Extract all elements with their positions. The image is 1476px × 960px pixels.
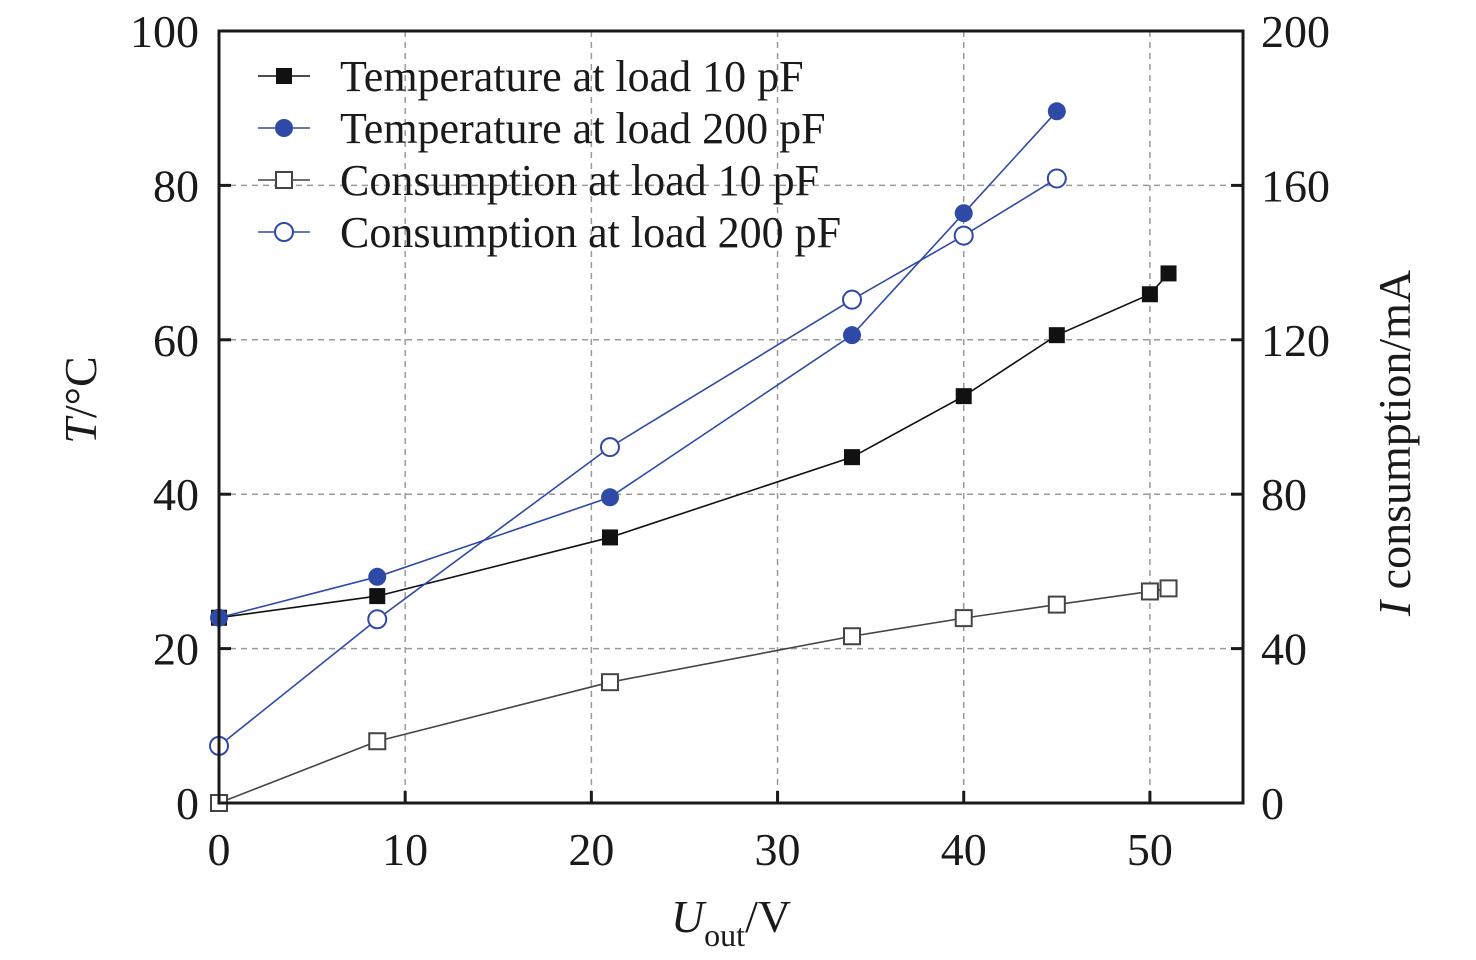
y-right-tick-label: 160 bbox=[1261, 160, 1330, 211]
data-point bbox=[369, 588, 386, 605]
data-point bbox=[1160, 265, 1177, 282]
legend-marker bbox=[275, 171, 293, 189]
y-left-tick-label: 20 bbox=[153, 624, 199, 675]
series-line bbox=[218, 110, 1058, 619]
data-point bbox=[599, 437, 620, 458]
y-right-tick-label: 120 bbox=[1261, 315, 1330, 366]
y-right-tick-label: 200 bbox=[1261, 6, 1330, 57]
legend-label: Temperature at load 10 pF bbox=[340, 52, 804, 101]
series-temperature-at-load-10-pf bbox=[211, 265, 1177, 626]
y-left-tick-label: 80 bbox=[153, 160, 199, 211]
series-line bbox=[218, 177, 1058, 747]
legend-item: Consumption at load 10 pF bbox=[258, 156, 819, 205]
y-left-tick-label: 100 bbox=[130, 6, 199, 57]
y-axis-right-title: I consumption/mA bbox=[1369, 270, 1420, 617]
series-temperature-at-load-200-pf bbox=[210, 102, 1066, 627]
data-point bbox=[600, 673, 619, 692]
y-axis-right-title-unit: consumption/mA bbox=[1369, 270, 1420, 601]
series-layer bbox=[209, 102, 1178, 812]
legend-label: Consumption at load 200 pF bbox=[340, 208, 841, 257]
x-tick-label: 10 bbox=[382, 824, 428, 875]
x-axis-title-main: U bbox=[671, 891, 707, 942]
legend-label: Consumption at load 10 pF bbox=[340, 156, 819, 205]
data-point bbox=[1047, 595, 1066, 614]
x-tick-label: 30 bbox=[755, 824, 801, 875]
data-point bbox=[843, 627, 862, 646]
x-tick-label: 50 bbox=[1127, 824, 1173, 875]
data-point bbox=[1140, 582, 1159, 601]
data-point bbox=[368, 732, 387, 751]
x-tick-label: 0 bbox=[208, 824, 231, 875]
series-consumption-at-load-10-pf bbox=[210, 579, 1178, 812]
data-point bbox=[842, 289, 863, 310]
data-point bbox=[368, 567, 387, 586]
x-axis-title: Uout/V bbox=[671, 891, 791, 953]
x-axis-title-suffix: /V bbox=[745, 891, 791, 942]
legend-label: Temperature at load 200 pF bbox=[340, 104, 826, 153]
y-left-tick-label: 0 bbox=[176, 778, 199, 829]
y-axis-left-title-symbol: T bbox=[55, 415, 106, 444]
y-left-tick-label: 60 bbox=[153, 315, 199, 366]
y-axis-left-title: T/°C bbox=[55, 356, 106, 443]
data-point bbox=[1046, 168, 1067, 189]
legend-item: Temperature at load 10 pF bbox=[258, 52, 804, 101]
data-point bbox=[953, 225, 974, 246]
data-point bbox=[843, 326, 862, 345]
legend-item: Temperature at load 200 pF bbox=[258, 104, 826, 153]
data-point bbox=[1047, 102, 1066, 121]
y-left-tick-label: 40 bbox=[153, 469, 199, 520]
data-point bbox=[367, 609, 388, 630]
data-point bbox=[1048, 327, 1065, 344]
series-consumption-at-load-200-pf bbox=[209, 168, 1067, 756]
series-line bbox=[218, 272, 1170, 619]
data-point bbox=[844, 449, 861, 466]
data-point bbox=[601, 529, 618, 546]
data-point bbox=[954, 204, 973, 223]
x-tick-label: 40 bbox=[941, 824, 987, 875]
plot-frame bbox=[217, 29, 1245, 805]
y-right-tick-label: 0 bbox=[1261, 778, 1284, 829]
tick-layer: 0 10 20 30 40 50 0 20 40 60 80 100 0 40 80 120 160 200 bbox=[130, 6, 1330, 875]
x-tick-label: 20 bbox=[568, 824, 614, 875]
data-point bbox=[955, 388, 972, 405]
data-point bbox=[600, 488, 619, 507]
x-axis-title-subscript: out bbox=[704, 917, 745, 953]
legend-marker bbox=[276, 68, 292, 84]
y-axis-left-title-unit: /°C bbox=[55, 356, 106, 418]
legend-item: Consumption at load 200 pF bbox=[258, 208, 841, 257]
y-right-tick-label: 40 bbox=[1261, 624, 1307, 675]
legend-marker bbox=[274, 222, 294, 242]
legend-marker bbox=[275, 119, 293, 137]
y-right-tick-label: 80 bbox=[1261, 469, 1307, 520]
data-point bbox=[1159, 579, 1178, 598]
y-axis-right-title-symbol: I bbox=[1369, 598, 1420, 617]
series-line bbox=[218, 587, 1169, 804]
grid-layer bbox=[219, 31, 1243, 803]
data-point bbox=[1141, 286, 1158, 303]
data-point bbox=[954, 609, 973, 628]
